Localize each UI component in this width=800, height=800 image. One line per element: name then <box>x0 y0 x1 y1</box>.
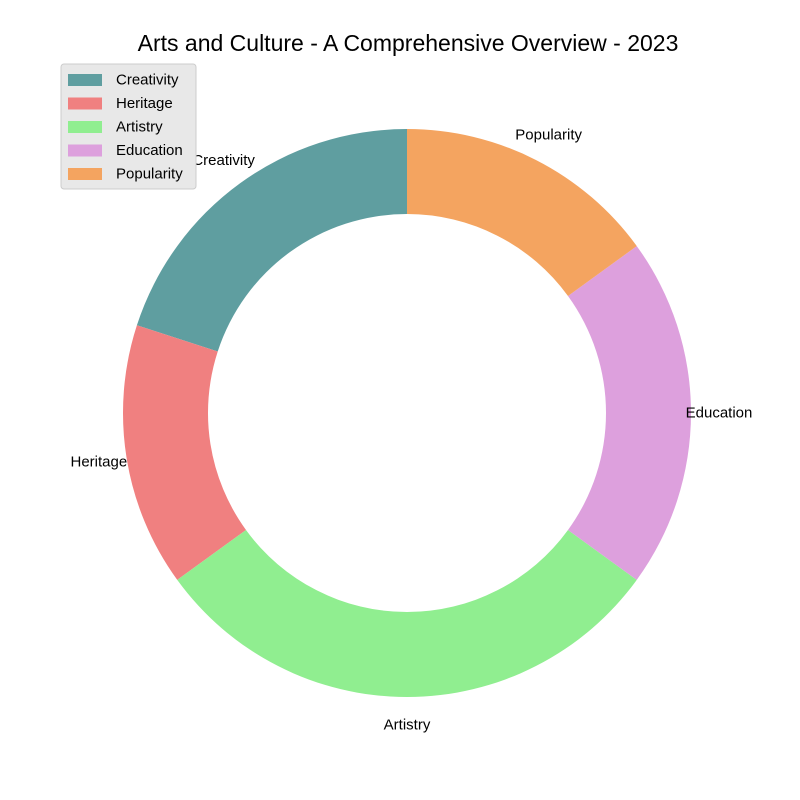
legend-items: Creativity Heritage Artistry Education Popul… <box>68 72 183 183</box>
legend-frame <box>60 63 197 190</box>
legend-label-artistry: Artistry <box>116 119 163 136</box>
slice-artistry <box>177 529 637 697</box>
legend-swatch-education <box>68 144 102 157</box>
slice-label-artistry: Artistry <box>384 717 431 734</box>
chart-title: Arts and Culture - A Comprehensive Overv… <box>138 30 679 56</box>
legend: Creativity Heritage Artistry Education Popul… <box>60 63 197 190</box>
slice-heritage <box>122 325 247 580</box>
legend-label-education: Education <box>116 142 183 159</box>
slice-label-education: Education <box>686 405 753 422</box>
legend-swatch-creativity <box>68 74 102 86</box>
slice-education <box>567 246 691 580</box>
slice-label-heritage: Heritage <box>70 453 127 470</box>
legend-swatch-heritage <box>68 97 102 110</box>
slice-labels: Creativity Heritage Artistry Education Popul… <box>70 127 752 734</box>
slice-popularity <box>407 129 637 297</box>
slice-label-creativity: Creativity <box>192 152 255 169</box>
slice-label-popularity: Popularity <box>515 127 582 144</box>
legend-label-heritage: Heritage <box>116 95 173 112</box>
donut-slices <box>122 129 691 697</box>
legend-swatch-popularity <box>68 168 102 180</box>
legend-swatch-artistry <box>68 121 102 133</box>
legend-label-popularity: Popularity <box>116 166 183 183</box>
slice-creativity <box>136 129 407 352</box>
legend-label-creativity: Creativity <box>116 72 179 89</box>
